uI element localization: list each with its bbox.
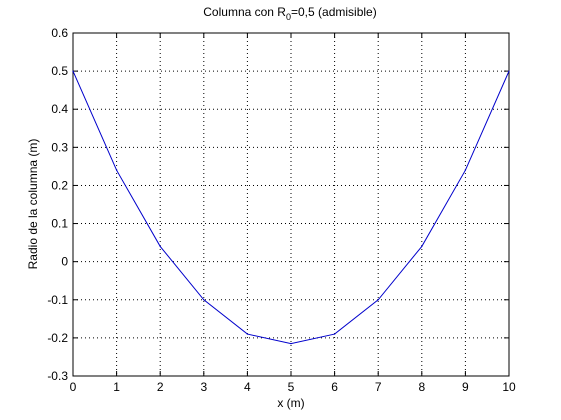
data-point xyxy=(464,169,466,171)
x-tick-label: 9 xyxy=(462,380,469,394)
x-tick-label: 5 xyxy=(288,380,295,394)
chart-title: Columna con R0=0,5 (admisible) xyxy=(203,5,376,22)
y-tick-label: 0.4 xyxy=(51,102,68,116)
data-point xyxy=(72,70,74,72)
data-point xyxy=(377,299,379,301)
y-tick-label: 0.6 xyxy=(51,26,68,40)
x-tick-label: 1 xyxy=(113,380,120,394)
ticks: 0 1 2 3 4 5 6 7 8 9 10 -0.3 -0.2 -0.1 0 0.1 0.2 0.3 0.4 0.5… xyxy=(47,26,516,394)
x-tick-label: 2 xyxy=(157,380,164,394)
y-axis-label: Radio de la columna (m) xyxy=(26,139,40,270)
data-point xyxy=(246,333,248,335)
grid xyxy=(73,33,509,376)
x-tick-label: 6 xyxy=(331,380,338,394)
data-point xyxy=(116,169,118,171)
y-tick-label: 0 xyxy=(61,255,68,269)
y-tick-label: -0.2 xyxy=(47,331,68,345)
y-tick-label: -0.3 xyxy=(47,369,68,383)
x-axis-label: x (m) xyxy=(277,396,304,410)
y-tick-label: 0.3 xyxy=(51,140,68,154)
y-tick-label: 0.5 xyxy=(51,64,68,78)
x-tick-label: 7 xyxy=(375,380,382,394)
data-point xyxy=(290,343,292,345)
x-tick-label: 3 xyxy=(200,380,207,394)
data-point xyxy=(334,333,336,335)
series xyxy=(72,70,510,345)
data-point xyxy=(421,245,423,248)
data-point xyxy=(508,70,510,72)
data-point xyxy=(159,245,161,248)
x-tick-label: 8 xyxy=(418,380,425,394)
x-tick-label: 4 xyxy=(244,380,251,394)
x-tick-label: 0 xyxy=(70,380,77,394)
x-tick-label: 10 xyxy=(502,380,516,394)
y-tick-label: -0.1 xyxy=(47,293,68,307)
chart-title-subscript: 0 xyxy=(286,12,291,22)
data-point xyxy=(203,299,205,301)
y-tick-label: 0.2 xyxy=(51,178,68,192)
y-tick-label: 0.1 xyxy=(51,217,68,231)
